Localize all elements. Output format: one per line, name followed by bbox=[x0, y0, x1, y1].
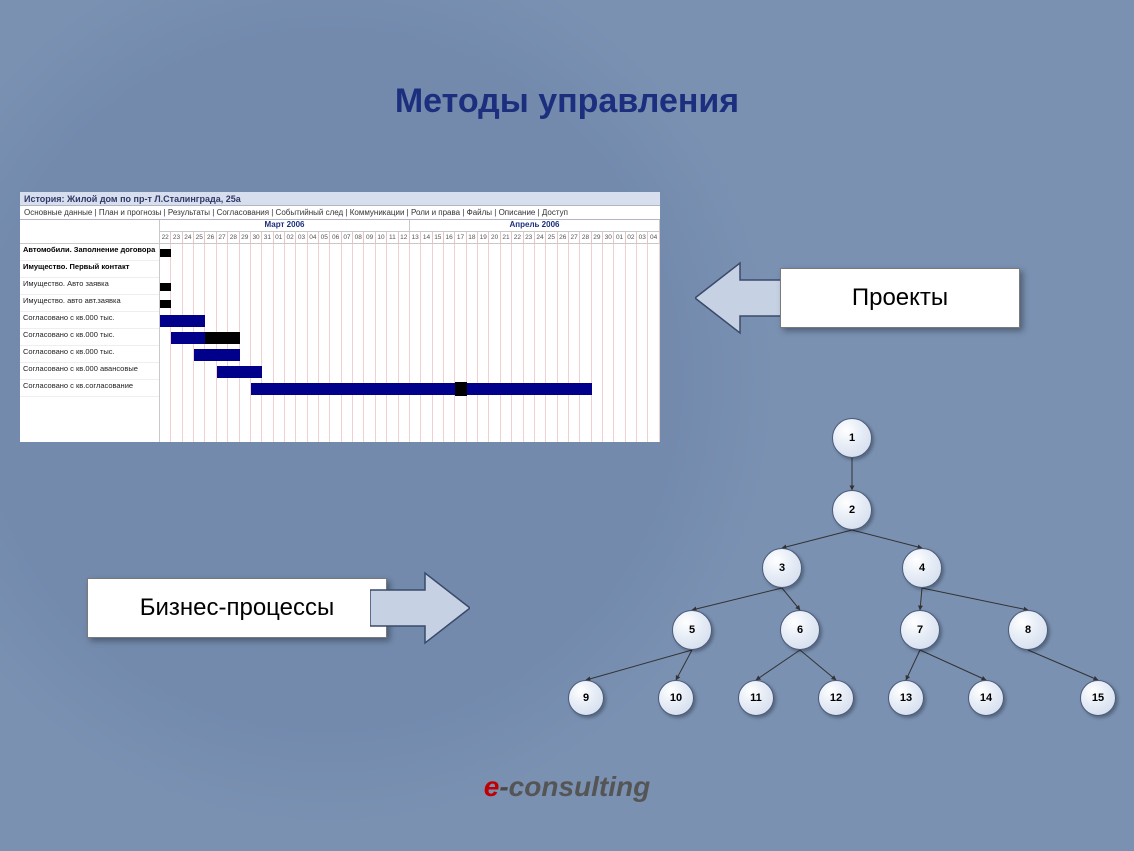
gantt-day: 04 bbox=[308, 232, 319, 244]
gantt-task-row: Согласовано с кв.согласование bbox=[20, 380, 159, 397]
gantt-day: 04 bbox=[648, 232, 659, 244]
projects-label: Проекты bbox=[852, 284, 948, 312]
gantt-day: 27 bbox=[569, 232, 580, 244]
gantt-task-list: Автомобили. Заполнение договораИмущество… bbox=[20, 220, 160, 442]
gantt-day: 14 bbox=[421, 232, 432, 244]
gantt-bar bbox=[160, 283, 171, 291]
gantt-task-row: Имущество. Первый контакт bbox=[20, 261, 159, 278]
gantt-day: 22 bbox=[160, 232, 171, 244]
tree-node-15: 15 bbox=[1080, 680, 1116, 716]
gantt-day: 26 bbox=[558, 232, 569, 244]
gantt-day: 25 bbox=[194, 232, 205, 244]
gantt-day: 23 bbox=[171, 232, 182, 244]
gantt-day: 06 bbox=[330, 232, 341, 244]
tree-node-10: 10 bbox=[658, 680, 694, 716]
gantt-day: 28 bbox=[228, 232, 239, 244]
gantt-bar bbox=[455, 382, 466, 396]
tree-node-1: 1 bbox=[832, 418, 872, 458]
gantt-day: 01 bbox=[614, 232, 625, 244]
gantt-task-row: Имущество. авто авт.заявка bbox=[20, 295, 159, 312]
gantt-day: 26 bbox=[205, 232, 216, 244]
page-title: Методы управления bbox=[0, 82, 1134, 121]
gantt-day: 30 bbox=[603, 232, 614, 244]
gantt-day: 13 bbox=[410, 232, 421, 244]
gantt-day: 03 bbox=[296, 232, 307, 244]
gantt-task-row: Согласовано с кв.000 авансовые bbox=[20, 363, 159, 380]
tree-node-2: 2 bbox=[832, 490, 872, 530]
gantt-day: 15 bbox=[433, 232, 444, 244]
gantt-day: 24 bbox=[183, 232, 194, 244]
business-processes-label: Бизнес-процессы bbox=[140, 594, 335, 622]
tree-node-5: 5 bbox=[672, 610, 712, 650]
tree-node-4: 4 bbox=[902, 548, 942, 588]
gantt-bar bbox=[160, 315, 205, 327]
tree-node-13: 13 bbox=[888, 680, 924, 716]
gantt-day: 03 bbox=[637, 232, 648, 244]
tree-node-14: 14 bbox=[968, 680, 1004, 716]
gantt-title: История: Жилой дом по пр-т Л.Сталинграда… bbox=[20, 192, 660, 206]
gantt-day: 29 bbox=[240, 232, 251, 244]
arrow-right-icon bbox=[370, 568, 470, 648]
gantt-months: Март 2006Апрель 2006 bbox=[160, 220, 660, 232]
tree-node-8: 8 bbox=[1008, 610, 1048, 650]
business-processes-label-box: Бизнес-процессы bbox=[87, 578, 387, 638]
gantt-month: Март 2006 bbox=[160, 220, 410, 232]
gantt-day: 28 bbox=[580, 232, 591, 244]
gantt-bar bbox=[217, 366, 262, 378]
gantt-day: 05 bbox=[319, 232, 330, 244]
tree-node-9: 9 bbox=[568, 680, 604, 716]
gantt-day: 11 bbox=[387, 232, 398, 244]
gantt-day: 29 bbox=[592, 232, 603, 244]
logo-e: e bbox=[484, 771, 500, 802]
gantt-bar bbox=[160, 300, 171, 308]
gantt-tabs: Основные данные | План и прогнозы | Резу… bbox=[20, 206, 660, 220]
tree-diagram: 123456789101112131415 bbox=[520, 400, 1120, 720]
gantt-day: 02 bbox=[626, 232, 637, 244]
gantt-bar bbox=[205, 332, 239, 344]
gantt-day: 16 bbox=[444, 232, 455, 244]
gantt-day: 24 bbox=[535, 232, 546, 244]
gantt-days: 2223242526272829303101020304050607080910… bbox=[160, 232, 660, 244]
gantt-day: 09 bbox=[364, 232, 375, 244]
tree-node-6: 6 bbox=[780, 610, 820, 650]
tree-node-12: 12 bbox=[818, 680, 854, 716]
gantt-day: 07 bbox=[342, 232, 353, 244]
projects-label-box: Проекты bbox=[780, 268, 1020, 328]
tree-edges bbox=[520, 400, 1120, 720]
gantt-task-row: Согласовано с кв.000 тыс. bbox=[20, 346, 159, 363]
gantt-task-row: Имущество. Авто заявка bbox=[20, 278, 159, 295]
gantt-bar bbox=[251, 383, 592, 395]
gantt-day: 02 bbox=[285, 232, 296, 244]
gantt-day: 01 bbox=[274, 232, 285, 244]
tree-node-3: 3 bbox=[762, 548, 802, 588]
gantt-task-row: Согласовано с кв.000 тыс. bbox=[20, 312, 159, 329]
logo-dash: - bbox=[499, 771, 508, 802]
gantt-day: 27 bbox=[217, 232, 228, 244]
gantt-task-row: Согласовано с кв.000 тыс. bbox=[20, 329, 159, 346]
logo-text: consulting bbox=[509, 771, 651, 802]
gantt-day: 08 bbox=[353, 232, 364, 244]
gantt-day: 18 bbox=[467, 232, 478, 244]
gantt-day: 23 bbox=[524, 232, 535, 244]
gantt-day: 10 bbox=[376, 232, 387, 244]
tree-node-7: 7 bbox=[900, 610, 940, 650]
footer-logo: e-consulting bbox=[0, 771, 1134, 803]
gantt-day: 25 bbox=[546, 232, 557, 244]
gantt-bar bbox=[160, 249, 171, 257]
gantt-day: 30 bbox=[251, 232, 262, 244]
gantt-day: 22 bbox=[512, 232, 523, 244]
gantt-month: Апрель 2006 bbox=[410, 220, 660, 232]
gantt-task-row: Автомобили. Заполнение договора bbox=[20, 244, 159, 261]
gantt-bar bbox=[194, 349, 239, 361]
gantt-day: 19 bbox=[478, 232, 489, 244]
gantt-day: 17 bbox=[455, 232, 466, 244]
tree-node-11: 11 bbox=[738, 680, 774, 716]
gantt-day: 21 bbox=[501, 232, 512, 244]
gantt-day: 31 bbox=[262, 232, 273, 244]
gantt-day: 20 bbox=[489, 232, 500, 244]
gantt-day: 12 bbox=[399, 232, 410, 244]
